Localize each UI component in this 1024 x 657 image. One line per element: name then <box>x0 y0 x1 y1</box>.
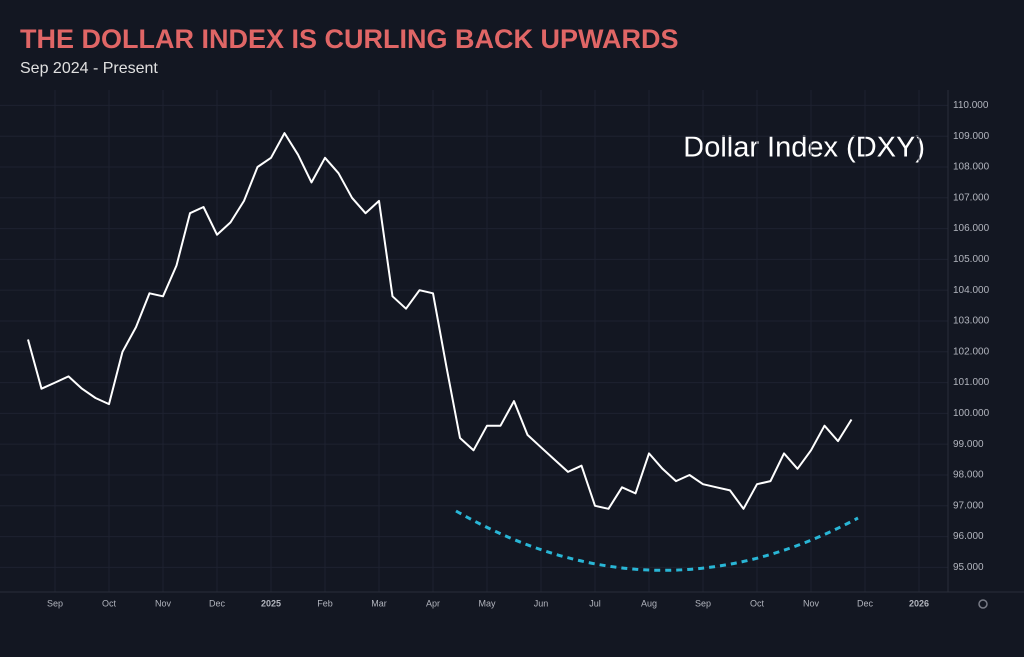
y-tick-label: 101.000 <box>953 377 990 388</box>
x-tick-label: Feb <box>317 598 333 608</box>
y-tick-label: 106.000 <box>953 223 990 234</box>
x-tick-label: Mar <box>371 598 387 608</box>
line <box>27 132 853 510</box>
x-tick-label: Jun <box>534 598 549 608</box>
x-tick-label: Oct <box>750 598 765 608</box>
trend-curve <box>455 509 859 572</box>
x-tick-label: 2026 <box>909 598 929 608</box>
y-tick-label: 95.000 <box>953 562 984 573</box>
x-tick-label: Sep <box>47 598 63 608</box>
y-tick-label: 98.000 <box>953 470 984 481</box>
x-tick-label: Nov <box>803 598 820 608</box>
chart-subtitle: Sep 2024 - Present <box>20 60 158 77</box>
x-tick-label: Nov <box>155 598 172 608</box>
y-tick-label: 108.000 <box>953 162 990 173</box>
x-tick-label: Sep <box>695 598 711 608</box>
y-tick-label: 102.000 <box>953 346 990 357</box>
x-tick-label: Aug <box>641 598 657 608</box>
y-tick-label: 105.000 <box>953 254 990 265</box>
y-tick-label: 96.000 <box>953 531 984 542</box>
y-tick-label: 110.000 <box>953 100 989 111</box>
x-tick-label: Jul <box>589 598 601 608</box>
x-tick-label: Apr <box>426 598 440 608</box>
y-tick-label: 100.000 <box>953 408 990 419</box>
x-tick-label: 2025 <box>261 598 281 608</box>
x-tick-label: Dec <box>857 598 874 608</box>
x-tick-label: Oct <box>102 598 117 608</box>
y-tick-label: 107.000 <box>953 192 990 203</box>
x-tick-label: May <box>478 598 496 608</box>
chart-title: THE DOLLAR INDEX IS CURLING BACK UPWARDS <box>20 24 679 54</box>
y-tick-label: 99.000 <box>953 439 984 450</box>
y-tick-label: 103.000 <box>953 316 990 327</box>
settings-icon[interactable] <box>978 599 988 609</box>
y-tick-label: 104.000 <box>953 285 990 296</box>
x-tick-label: Dec <box>209 598 226 608</box>
annotation: Dollar Index (DXY) <box>683 132 925 164</box>
y-tick-label: 97.000 <box>953 500 984 511</box>
y-tick-label: 109.000 <box>953 131 990 142</box>
